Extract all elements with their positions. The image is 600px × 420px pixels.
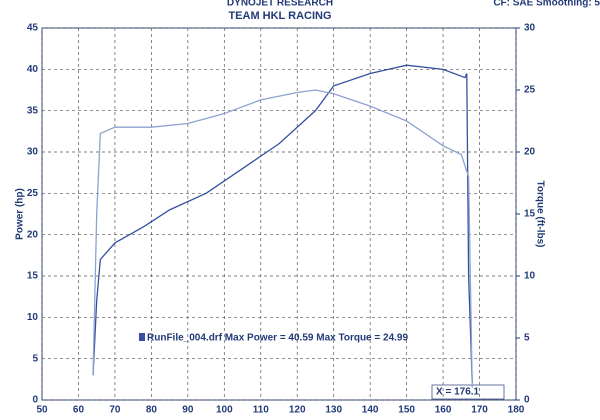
y2-tick-label: 30 <box>524 23 536 34</box>
y2-axis-label: Torque (ft-lbs) <box>534 180 545 247</box>
x-tick-label: 90 <box>182 405 194 416</box>
annotation: RunFile_004.drf Max Power = 40.59 Max To… <box>147 333 408 344</box>
x-tick-label: 110 <box>253 405 270 416</box>
x-tick-label: 100 <box>216 405 233 416</box>
y-axis-label: Power (hp) <box>15 188 26 240</box>
line <box>92 64 473 384</box>
y-tick-label: 30 <box>27 147 39 158</box>
y-tick-label: 40 <box>27 64 39 75</box>
y-tick-label: 25 <box>27 188 39 199</box>
x-tick-label: 60 <box>73 405 85 416</box>
corner-note: CF: SAE Smoothing: 5 <box>493 0 600 9</box>
x-tick-label: 50 <box>36 405 48 416</box>
y2-tick-label: 15 <box>524 209 536 220</box>
legend-marker <box>139 333 145 341</box>
x-tick-label: 140 <box>362 405 379 416</box>
x-tick-label: 160 <box>435 405 452 416</box>
y-tick-label: 5 <box>32 353 38 364</box>
plot-frame <box>41 27 517 401</box>
x-tick-label: 130 <box>325 405 342 416</box>
y2-tick-label: 5 <box>524 333 530 344</box>
x-tick-label: 80 <box>146 405 158 416</box>
y-tick-label: 0 <box>32 395 38 406</box>
y2-tick-label: 25 <box>524 85 536 96</box>
x-tick-label: 180 <box>508 405 525 416</box>
y2-tick-label: 20 <box>524 147 536 158</box>
chart-title: DYNOJET RESEARCH <box>227 0 333 9</box>
x-tick-label: 120 <box>289 405 306 416</box>
y-tick-label: 45 <box>27 23 39 34</box>
chart-subtitle: TEAM HKL RACING <box>228 10 331 22</box>
line <box>92 89 473 388</box>
x-tick-label: 170 <box>471 405 488 416</box>
y2-tick-label: 10 <box>524 271 536 282</box>
x-tick-label: 70 <box>109 405 121 416</box>
y-tick-label: 10 <box>27 312 39 323</box>
x-tick-label: 150 <box>398 405 415 416</box>
y-tick-label: 35 <box>27 105 39 116</box>
cursor-box <box>431 384 505 400</box>
y-tick-label: 15 <box>27 271 39 282</box>
y2-tick-label: 0 <box>524 395 530 406</box>
cursor-label: X = 176.1 <box>436 387 480 398</box>
y-tick-label: 20 <box>27 229 39 240</box>
